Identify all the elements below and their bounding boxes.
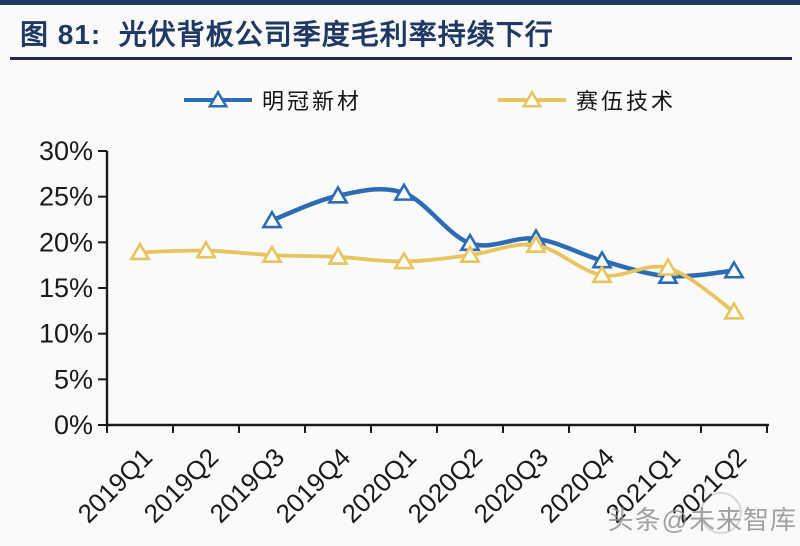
series-marker-1 (591, 264, 613, 284)
y-tick-label: 25% (39, 182, 93, 212)
watermark-logo-icon (699, 492, 742, 534)
series-marker-1 (393, 250, 415, 270)
legend-label-mingguan: 明冠新材 (262, 89, 363, 114)
y-tick-label: 0% (54, 410, 93, 440)
line-chart: 0%5%10%15%20%25%30%2019Q12019Q22019Q3201… (39, 136, 769, 529)
y-tick-label: 5% (54, 364, 93, 394)
series-line-1 (138, 242, 736, 314)
top-accent-bar (0, 0, 800, 5)
series-marker-1 (459, 244, 481, 264)
series-marker-1 (195, 239, 217, 259)
y-tick-label: 10% (39, 319, 93, 349)
y-tick-label: 15% (39, 273, 93, 303)
series-marker-0 (723, 259, 745, 279)
series-marker-0 (327, 184, 349, 204)
series-marker-0 (261, 209, 283, 229)
legend-item-mingguan: 明冠新材 (183, 87, 363, 114)
series-marker-1 (657, 257, 679, 276)
series-marker-1 (261, 244, 283, 264)
legend-line-marker-blue (184, 89, 252, 108)
watermark: 头条@未来智库 (608, 492, 797, 537)
series-marker-1 (327, 246, 349, 265)
series-marker-1 (129, 241, 151, 261)
legend-line-marker-yellow (498, 89, 566, 108)
y-tick-label: 30% (39, 136, 93, 166)
series-marker-1 (723, 300, 745, 320)
y-tick-label: 20% (39, 227, 93, 257)
figure-title: 图 81: 光伏背板公司季度毛利率持续下行 (20, 19, 554, 50)
series-marker-0 (393, 182, 415, 201)
title-divider (10, 57, 792, 60)
legend-item-saiwu: 赛伍技术 (497, 87, 677, 114)
legend-label-saiwu: 赛伍技术 (576, 89, 677, 114)
series-marker-1 (525, 234, 547, 253)
